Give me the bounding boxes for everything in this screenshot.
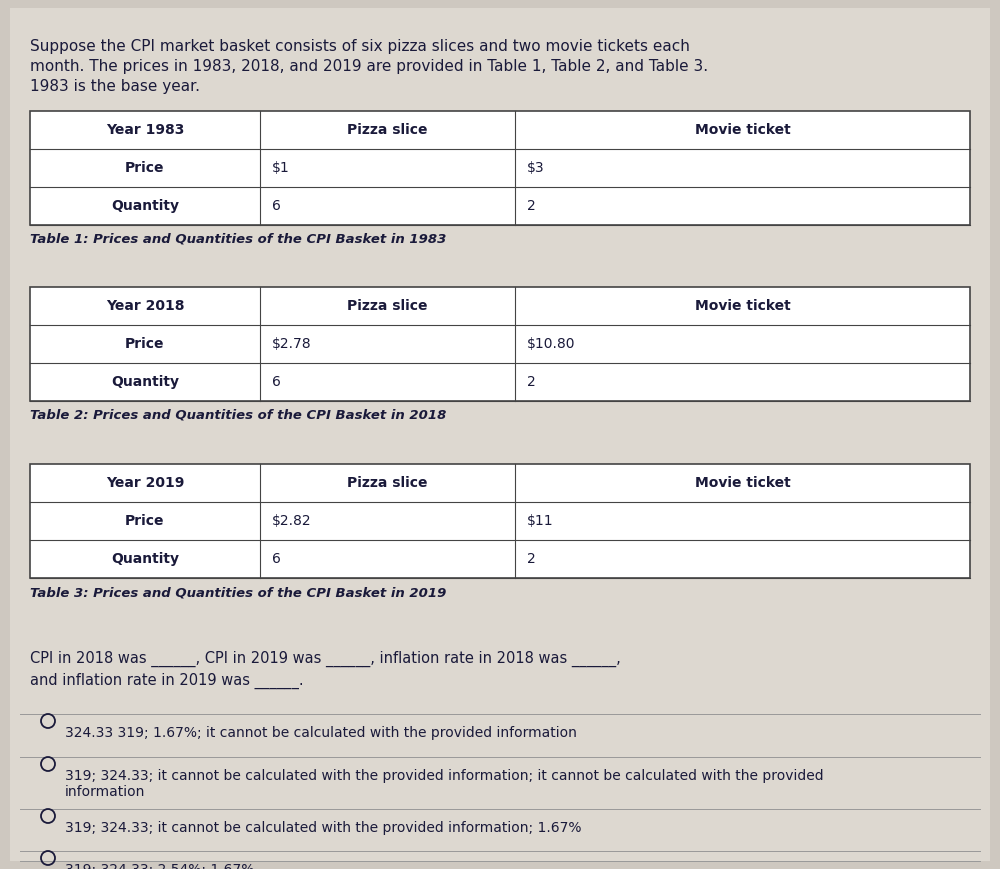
Text: Price: Price xyxy=(125,514,165,528)
Text: Movie ticket: Movie ticket xyxy=(695,476,790,490)
Text: $2.82: $2.82 xyxy=(272,514,312,528)
Text: Year 2019: Year 2019 xyxy=(106,476,184,490)
Text: $3: $3 xyxy=(527,161,545,175)
Text: 319; 324.33; it cannot be calculated with the provided information; it cannot be: 319; 324.33; it cannot be calculated wit… xyxy=(65,769,824,783)
Text: 6: 6 xyxy=(272,375,281,389)
Text: Year 2018: Year 2018 xyxy=(106,299,184,313)
Text: $11: $11 xyxy=(527,514,554,528)
Text: month. The prices in 1983, 2018, and 2019 are provided in Table 1, Table 2, and : month. The prices in 1983, 2018, and 201… xyxy=(30,59,708,74)
Text: Movie ticket: Movie ticket xyxy=(695,123,790,137)
Text: Quantity: Quantity xyxy=(111,552,179,566)
Text: Movie ticket: Movie ticket xyxy=(695,299,790,313)
Text: $1: $1 xyxy=(272,161,290,175)
Text: 2: 2 xyxy=(527,375,536,389)
Text: information: information xyxy=(65,785,145,799)
Text: Price: Price xyxy=(125,337,165,351)
Text: $2.78: $2.78 xyxy=(272,337,312,351)
Text: Table 3: Prices and Quantities of the CPI Basket in 2019: Table 3: Prices and Quantities of the CP… xyxy=(30,586,446,599)
Text: Quantity: Quantity xyxy=(111,199,179,213)
Text: Pizza slice: Pizza slice xyxy=(347,476,428,490)
Text: 6: 6 xyxy=(272,552,281,566)
Bar xyxy=(30,111,970,225)
Text: and inflation rate in 2019 was ______.: and inflation rate in 2019 was ______. xyxy=(30,673,304,689)
Text: Quantity: Quantity xyxy=(111,375,179,389)
Text: 2: 2 xyxy=(527,199,536,213)
Text: Pizza slice: Pizza slice xyxy=(347,123,428,137)
Text: Table 1: Prices and Quantities of the CPI Basket in 1983: Table 1: Prices and Quantities of the CP… xyxy=(30,233,446,246)
Text: Price: Price xyxy=(125,161,165,175)
Bar xyxy=(30,464,970,578)
Text: Pizza slice: Pizza slice xyxy=(347,299,428,313)
Text: $10.80: $10.80 xyxy=(527,337,576,351)
Text: 2: 2 xyxy=(527,552,536,566)
Text: Year 1983: Year 1983 xyxy=(106,123,184,137)
Text: 6: 6 xyxy=(272,199,281,213)
Text: CPI in 2018 was ______, CPI in 2019 was ______, inflation rate in 2018 was _____: CPI in 2018 was ______, CPI in 2019 was … xyxy=(30,651,621,667)
Bar xyxy=(30,287,970,401)
Bar xyxy=(30,464,970,578)
Text: 324.33 319; 1.67%; it cannot be calculated with the provided information: 324.33 319; 1.67%; it cannot be calculat… xyxy=(65,726,577,740)
Text: 1983 is the base year.: 1983 is the base year. xyxy=(30,79,200,94)
Text: Table 2: Prices and Quantities of the CPI Basket in 2018: Table 2: Prices and Quantities of the CP… xyxy=(30,409,446,422)
Text: 319; 324.33; 2.54%; 1.67%: 319; 324.33; 2.54%; 1.67% xyxy=(65,863,254,869)
Text: Suppose the CPI market basket consists of six pizza slices and two movie tickets: Suppose the CPI market basket consists o… xyxy=(30,39,690,54)
Text: 319; 324.33; it cannot be calculated with the provided information; 1.67%: 319; 324.33; it cannot be calculated wit… xyxy=(65,821,582,835)
Bar xyxy=(30,287,970,401)
Bar xyxy=(30,111,970,225)
